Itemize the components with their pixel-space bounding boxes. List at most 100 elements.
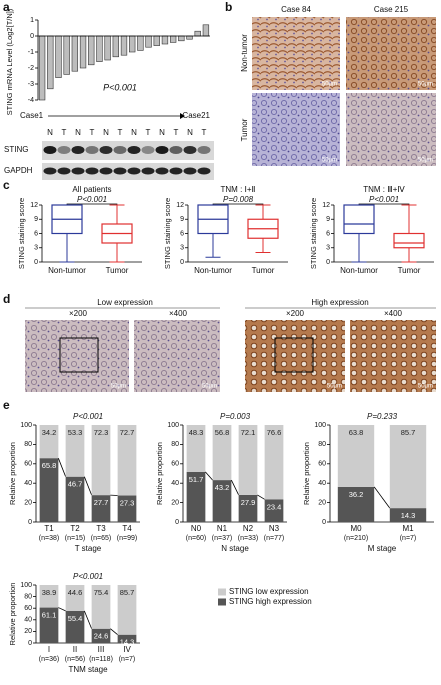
x-tick-label: T1	[44, 524, 54, 533]
p-value: P<0.001	[73, 412, 103, 421]
trend-line	[257, 494, 265, 500]
group-label: Low expression	[97, 298, 153, 307]
bar-segment	[91, 495, 111, 522]
blot-band	[85, 146, 99, 154]
lane-label: T	[62, 128, 67, 137]
n-label: (n=33)	[238, 535, 258, 542]
data-label: 24.6	[94, 632, 109, 641]
n-label: (n=56)	[65, 656, 85, 663]
bar-segment	[337, 425, 375, 487]
legend-swatch	[218, 588, 226, 596]
bar-segment	[91, 425, 111, 496]
scale-bar: 50μm	[418, 384, 433, 390]
bar-segment	[238, 494, 258, 522]
magnification: ×400	[384, 309, 403, 318]
y-tick-label: -3	[28, 81, 34, 88]
data-label: 85.7	[401, 428, 416, 437]
data-label: 55.4	[68, 614, 83, 623]
bar-segment	[91, 585, 111, 629]
trend-line	[373, 486, 391, 509]
x-tick-label: Non-tumor	[340, 266, 378, 275]
bar	[145, 35, 152, 48]
y-tick-label: 40	[24, 480, 32, 487]
column-label: Case 84	[281, 5, 311, 14]
y-tick-label: 100	[167, 422, 179, 429]
magnification: ×200	[69, 309, 88, 318]
blot-band	[183, 146, 197, 154]
y-axis-label: Relative proportion	[155, 442, 164, 505]
y-tick-label: 80	[24, 441, 32, 448]
y-tick-label: 60	[24, 461, 32, 468]
box	[393, 232, 425, 249]
trend-line	[231, 479, 239, 496]
y-tick-label: -2	[28, 65, 34, 72]
n-label: (n=118)	[89, 656, 113, 663]
n-label: (n=7)	[400, 535, 417, 542]
data-label: 27.7	[94, 498, 109, 507]
blot-band	[43, 167, 57, 175]
data-label: 72.1	[241, 428, 256, 437]
y-tick-label: 3	[34, 245, 38, 252]
scale-bar: 50μm	[111, 384, 126, 390]
zoom-box	[274, 337, 314, 373]
lane-label: T	[174, 128, 179, 137]
bar	[178, 35, 185, 42]
blot-band	[85, 167, 99, 175]
n-label: (n=38)	[39, 535, 59, 542]
y-tick-label: 60	[171, 461, 179, 468]
scale-bar: 50μm	[418, 158, 433, 164]
histology-image	[134, 320, 220, 392]
y-axis-label: STING staining score	[309, 198, 318, 269]
bar-segment	[238, 425, 258, 495]
panel-label: e	[3, 398, 10, 412]
y-tick-label: -1	[28, 49, 34, 56]
bar	[47, 35, 54, 90]
blot-band	[169, 146, 183, 154]
data-label: 61.1	[42, 611, 57, 620]
p-value: P=0.233	[367, 412, 398, 421]
x-tick-label: II	[73, 645, 77, 654]
chart-title: TNM : Ⅰ+Ⅱ	[221, 185, 256, 194]
data-label: 14.3	[120, 638, 135, 647]
trend-line	[83, 476, 93, 496]
data-label: 56.8	[215, 428, 230, 437]
panel-label: a	[3, 0, 10, 14]
y-tick-label: 6	[34, 230, 38, 237]
y-tick-label: 100	[20, 582, 32, 589]
p-value: P<0.001	[73, 572, 103, 581]
x-axis-label: T stage	[75, 544, 102, 553]
y-tick-label: 3	[326, 245, 330, 252]
y-tick-label: 1	[30, 17, 34, 24]
bar	[79, 35, 87, 69]
y-tick-label: 6	[180, 230, 184, 237]
trend-line	[110, 628, 118, 636]
blot-band	[155, 146, 169, 154]
histology-image	[245, 320, 345, 392]
y-axis-label: STING staining score	[163, 198, 172, 269]
histology-image	[252, 93, 340, 166]
n-label: (n=65)	[91, 535, 111, 542]
data-label: 72.3	[94, 428, 109, 437]
y-tick-label: 100	[314, 422, 326, 429]
lane-label: N	[131, 128, 137, 137]
blot-band	[113, 146, 127, 154]
blot-row-label: GAPDH	[4, 166, 33, 175]
blot-band	[71, 146, 85, 154]
n-label: (n=7)	[119, 656, 136, 663]
y-axis-label: Relative proportion	[302, 442, 311, 505]
data-label: 51.7	[189, 475, 204, 484]
x-tick-label: N3	[269, 524, 280, 533]
annotation: Case1	[20, 111, 44, 120]
x-axis-label: M stage	[368, 544, 397, 553]
y-tick-label: 80	[318, 441, 326, 448]
x-tick-label: Non-tumor	[194, 266, 232, 275]
blot-band	[71, 167, 85, 175]
annotation: Case21	[182, 111, 210, 120]
n-label: (n=60)	[186, 535, 206, 542]
histology-image	[346, 93, 436, 166]
row-label: Tumor	[240, 118, 249, 141]
bar	[161, 35, 169, 45]
y-tick-label: 12	[176, 202, 184, 209]
bar-segment	[65, 476, 85, 522]
